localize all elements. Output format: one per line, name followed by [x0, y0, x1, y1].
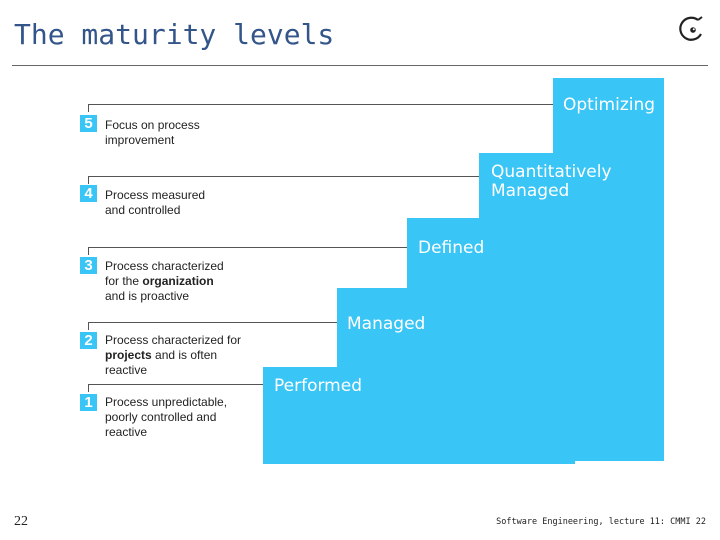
guide-line-5	[88, 104, 553, 105]
level-2-description: Process characterized for projects and i…	[105, 333, 241, 378]
level-2-badge: 2	[80, 332, 97, 349]
level-3-name: Defined	[418, 238, 485, 258]
level-4-desc-line1: Process measured	[105, 188, 206, 202]
guide-tick-5	[88, 104, 89, 112]
level-5-badge: 5	[80, 115, 97, 132]
guide-tick-2	[88, 322, 89, 330]
level-4-badge: 4	[80, 185, 97, 202]
footer-text: Software Engineering, lecture 11: CMMI 2…	[496, 517, 706, 527]
level-4-description: Process measured and controlled	[105, 188, 205, 218]
slide-title: The maturity levels	[14, 18, 335, 51]
level-5-desc-line1: Focus on process	[105, 118, 200, 132]
level-1-desc-line3: reactive	[105, 425, 148, 439]
guide-line-2	[88, 322, 337, 323]
level-5-desc-line2: improvement	[105, 133, 175, 147]
level-1-description: Process unpredictable, poorly controlled…	[105, 395, 227, 440]
guide-line-3	[88, 247, 407, 248]
level-1-name: Performed	[274, 376, 362, 396]
level-2-desc-line3: reactive	[105, 363, 148, 377]
level-3-desc-line2: for the organization	[105, 274, 224, 289]
eiffel-logo-icon	[679, 16, 703, 41]
level-3-desc-line3: and is proactive	[105, 289, 190, 303]
level-5-description: Focus on process improvement	[105, 118, 200, 148]
level-2-desc-line2: projects and is often	[105, 348, 241, 363]
guide-line-4	[88, 176, 479, 177]
level-2-desc-line1: Process characterized for	[105, 333, 242, 347]
guide-tick-1	[88, 384, 89, 392]
stair-shape	[263, 78, 664, 464]
level-3-description: Process characterized for the organizati…	[105, 259, 224, 304]
level-1-badge: 1	[80, 394, 97, 411]
level-3-desc-bold: organization	[142, 274, 214, 288]
level-2-desc-bold: projects	[105, 348, 152, 362]
page-number: 22	[14, 514, 28, 529]
level-5-name: Optimizing	[563, 95, 656, 115]
level-3-desc-line1: Process characterized	[105, 259, 224, 273]
level-4-desc-line2: and controlled	[105, 203, 181, 217]
guide-tick-3	[88, 247, 89, 255]
level-1-desc-line1: Process unpredictable,	[105, 395, 228, 409]
guide-line-1	[88, 384, 263, 385]
level-2-desc-suffix: and is often	[151, 348, 218, 362]
level-2-name: Managed	[347, 314, 426, 334]
title-rule	[12, 65, 708, 66]
level-1-desc-line2: poorly controlled and	[105, 410, 217, 424]
level-3-desc-prefix: for the	[105, 274, 143, 288]
level-4-name-line1: Quantitatively	[491, 162, 612, 182]
guide-tick-4	[88, 176, 89, 184]
level-4-name-line2: Managed	[491, 181, 570, 201]
level-3-badge: 3	[80, 257, 97, 274]
